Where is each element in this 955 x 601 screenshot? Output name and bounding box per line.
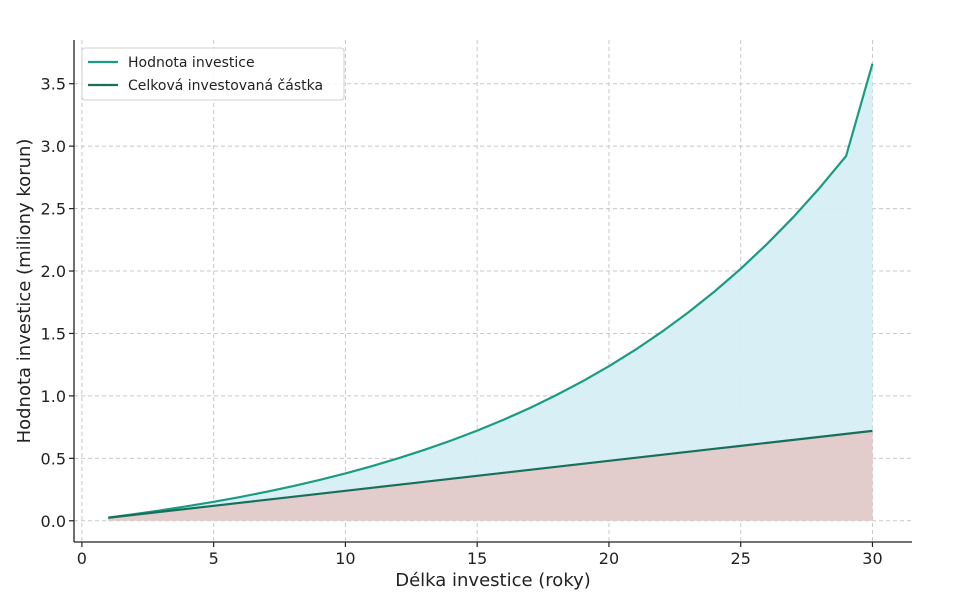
y-tick-label: 3.0 [41, 137, 66, 156]
y-tick-label: 0.0 [41, 512, 66, 531]
y-axis-label: Hodnota investice (miliony korun) [14, 139, 35, 444]
x-tick-label: 10 [335, 549, 355, 568]
x-tick-label: 25 [731, 549, 751, 568]
x-tick-label: 30 [862, 549, 882, 568]
y-tick-label: 2.5 [41, 200, 66, 219]
legend-label: Hodnota investice [128, 55, 255, 71]
x-tick-label: 15 [467, 549, 487, 568]
x-tick-label: 0 [77, 549, 87, 568]
series-lines [108, 63, 874, 519]
y-axis-ticks: 0.0 0.5 1.0 1.5 2.0 2.5 3.0 3.5 [41, 75, 74, 531]
y-tick-label: 1.5 [41, 324, 66, 343]
legend-label: Celková investovaná částka [128, 78, 323, 94]
x-axis-label: Délka investice (roky) [395, 570, 591, 591]
y-tick-label: 1.0 [41, 387, 66, 406]
x-axis-ticks: 0 5 10 15 20 25 30 [77, 542, 883, 568]
y-tick-label: 2.0 [41, 262, 66, 281]
legend: Hodnota investice Celková investovaná čás… [81, 47, 345, 101]
y-tick-label: 0.5 [41, 449, 66, 468]
gain-area-fill [108, 63, 873, 518]
series-line-investment-value [108, 63, 874, 519]
series-line-total-invested [108, 429, 873, 519]
x-tick-label: 5 [209, 549, 219, 568]
legend-box [81, 47, 345, 101]
x-tick-label: 20 [599, 549, 619, 568]
y-tick-label: 3.5 [41, 75, 66, 94]
